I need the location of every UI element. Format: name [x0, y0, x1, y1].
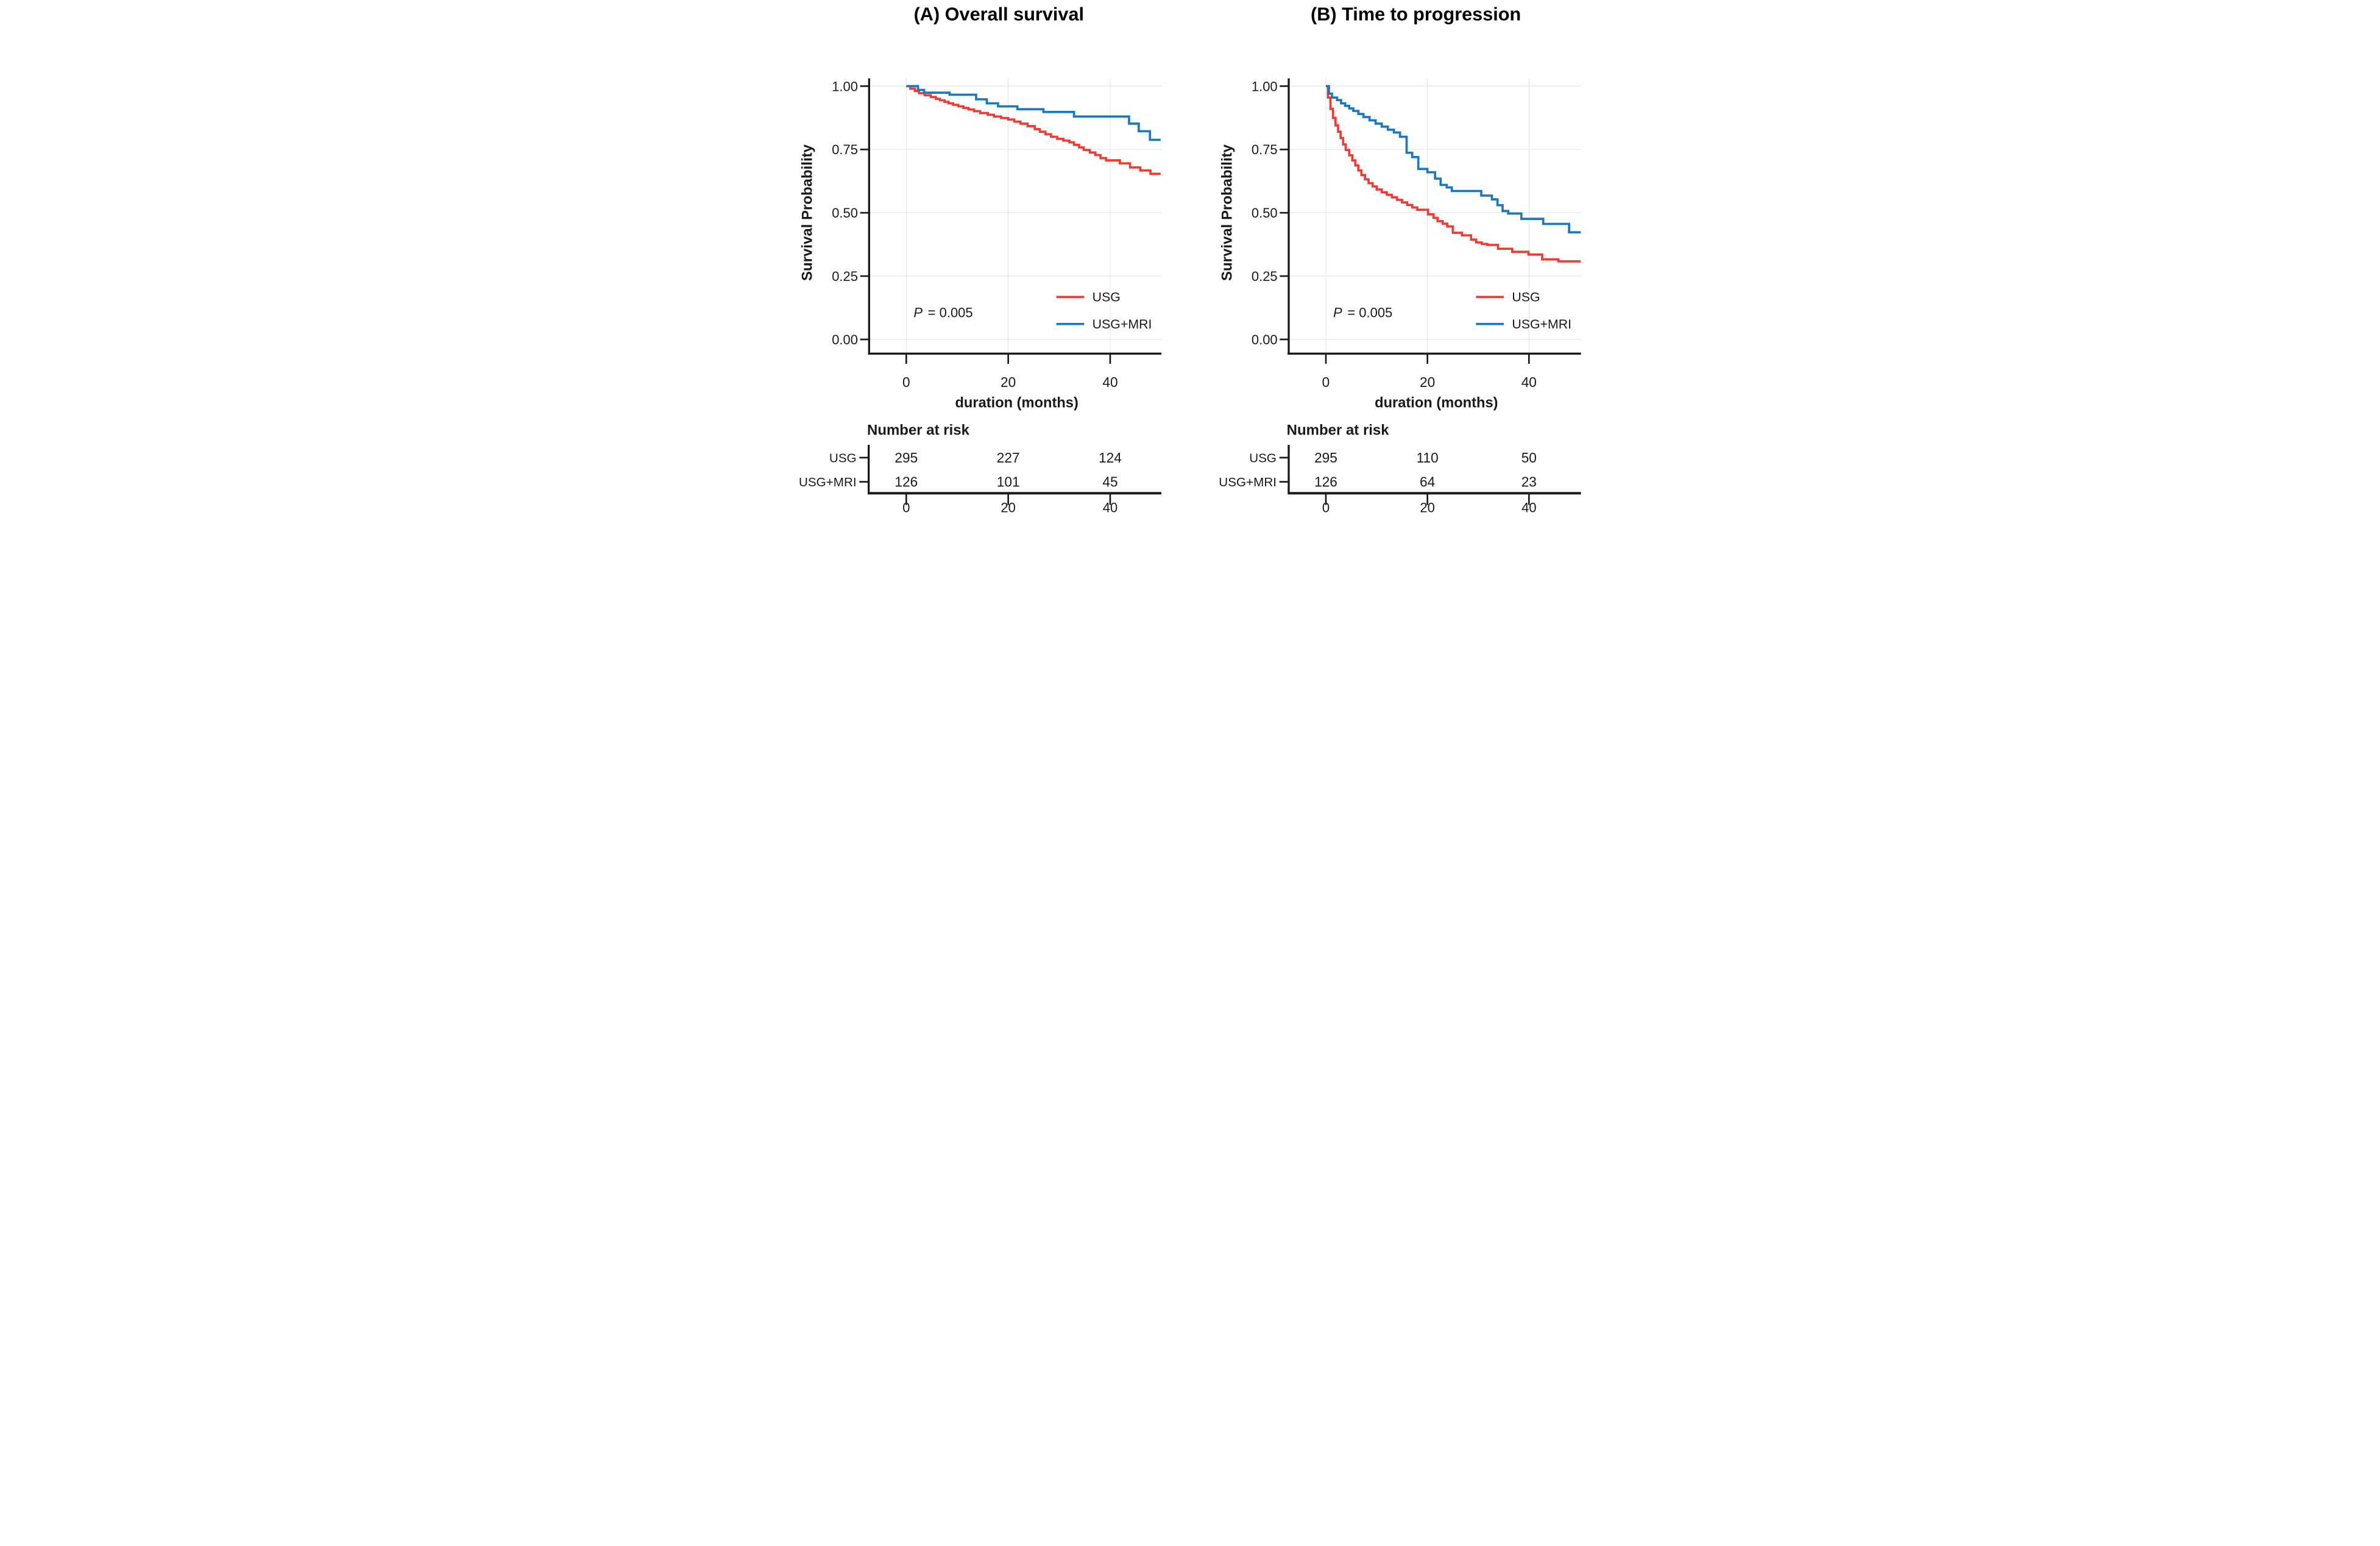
figure-svg: (A) Overall survival 1.00 0.75 0.50 0.25 0.0… — [799, 4, 1581, 516]
x-tick-label: 20 — [1420, 374, 1435, 390]
panel-a-gridlines — [869, 78, 1162, 354]
risk-x-tick-label: 0 — [1322, 500, 1330, 516]
legend-usg-label: USG — [1093, 290, 1121, 305]
panel-b-risk-table-body: USG 295 110 50 USG+MRI 126 64 23 0 20 40 — [1219, 444, 1581, 516]
panel-a-risk-header: Number at risk — [867, 422, 970, 438]
x-tick-label: 0 — [1322, 374, 1330, 390]
panel-b-axes: 1.00 0.75 0.50 0.25 0.00 0 20 40 — [1252, 78, 1581, 390]
usg-mri-curve — [906, 85, 1161, 141]
legend-usg-mri-label: USG+MRI — [1093, 317, 1152, 332]
risk-count: 295 — [894, 450, 918, 466]
panel-a-legend: USG USG+MRI — [1056, 290, 1152, 332]
y-tick-label: 0.00 — [1252, 332, 1278, 347]
risk-count: 126 — [1314, 474, 1337, 490]
risk-count: 101 — [997, 474, 1020, 490]
y-tick-label: 0.50 — [1252, 205, 1278, 221]
x-tick-label: 40 — [1102, 374, 1117, 390]
y-tick-label: 0.50 — [832, 205, 858, 221]
risk-x-tick-label: 40 — [1521, 500, 1536, 516]
panel-a-p-value: = 0.005 — [928, 305, 973, 321]
panel-b-curves — [1325, 85, 1581, 263]
panel-b-p-value: = 0.005 — [1347, 305, 1392, 321]
risk-count: 295 — [1314, 450, 1337, 466]
panel-a-p-label: P — [913, 305, 923, 321]
panel-a-x-axis-label: duration (months) — [955, 395, 1078, 411]
panel-a-title: (A) Overall survival — [914, 4, 1084, 24]
risk-count: 64 — [1420, 474, 1435, 490]
risk-row-label: USG+MRI — [799, 475, 857, 489]
risk-x-tick-label: 0 — [902, 500, 910, 516]
x-tick-label: 40 — [1521, 374, 1537, 390]
panel-a-y-axis-label: Survival Probability — [799, 144, 816, 281]
y-tick-label: 0.75 — [1252, 142, 1278, 157]
y-tick-label: 0.75 — [832, 142, 858, 157]
risk-x-tick-label: 20 — [1420, 500, 1434, 516]
risk-row-label: USG — [1249, 451, 1277, 465]
y-tick-label: 1.00 — [1252, 79, 1278, 94]
panel-b-x-axis-label: duration (months) — [1375, 395, 1498, 411]
risk-row-label: USG — [829, 451, 857, 465]
x-tick-label: 0 — [902, 374, 910, 390]
risk-count: 50 — [1521, 450, 1537, 466]
risk-count: 227 — [997, 450, 1020, 466]
risk-x-tick-label: 40 — [1103, 500, 1117, 516]
risk-count: 110 — [1417, 450, 1439, 466]
risk-row-label: USG+MRI — [1219, 475, 1277, 489]
panel-b-p-label: P — [1333, 305, 1342, 321]
y-tick-label: 0.00 — [832, 332, 858, 347]
x-tick-label: 20 — [1001, 374, 1016, 390]
panel-b-gridlines — [1288, 78, 1581, 354]
risk-count: 126 — [894, 474, 918, 490]
y-tick-label: 0.25 — [1252, 269, 1278, 284]
risk-x-tick-label: 20 — [1001, 500, 1015, 516]
panel-b-title: (B) Time to progression — [1311, 4, 1521, 24]
risk-count: 124 — [1099, 450, 1122, 466]
y-tick-label: 1.00 — [832, 79, 858, 94]
legend-usg-mri-label: USG+MRI — [1512, 317, 1571, 332]
risk-count: 45 — [1102, 474, 1117, 490]
usg-curve — [1325, 85, 1581, 263]
km-survival-figure: (A) Overall survival 1.00 0.75 0.50 0.25 0.0… — [793, 0, 1587, 516]
panel-b-risk-header: Number at risk — [1287, 422, 1390, 438]
panel-a-axes: 1.00 0.75 0.50 0.25 0.00 0 20 40 — [832, 78, 1162, 390]
usg-mri-curve — [1325, 85, 1581, 233]
panel-a: (A) Overall survival 1.00 0.75 0.50 0.25 0.0… — [799, 4, 1162, 516]
usg-curve — [906, 85, 1161, 175]
risk-count: 23 — [1521, 474, 1537, 490]
panel-a-risk-table-body: USG 295 227 124 USG+MRI 126 101 45 0 20 40 — [799, 444, 1162, 516]
panel-b-risk-table: Number at risk USG 295 110 50 USG+MRI 126 64 23… — [1219, 422, 1581, 516]
panel-b: (B) Time to progression 1.00 0.75 0.50 0.25… — [1219, 4, 1581, 516]
panel-a-curves — [906, 85, 1161, 175]
y-tick-label: 0.25 — [832, 269, 858, 284]
panel-a-risk-table: Number at risk USG 295 227 124 USG+MRI 126 101… — [799, 422, 1162, 516]
panel-b-y-axis-label: Survival Probability — [1219, 144, 1235, 281]
legend-usg-label: USG — [1512, 290, 1540, 305]
panel-b-legend: USG USG+MRI — [1476, 290, 1571, 332]
